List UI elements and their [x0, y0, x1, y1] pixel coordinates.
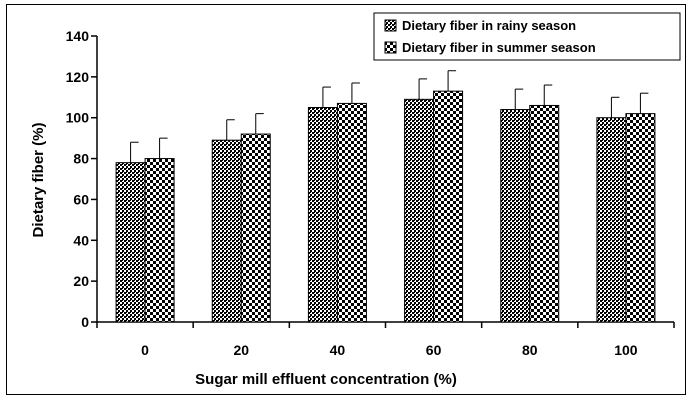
x-axis-title: Sugar mill effluent concentration (%): [195, 371, 457, 388]
y-tick-label: 140: [66, 28, 90, 44]
x-tick-label: 0: [141, 342, 149, 358]
legend: Dietary fiber in rainy season Dietary fi…: [373, 12, 681, 61]
bar-rainy: [596, 117, 627, 323]
x-axis-ticks: 0 20 40 60 80 100: [96, 322, 675, 358]
bar-summer: [144, 158, 175, 323]
x-tick-label: 100: [614, 342, 638, 358]
y-axis-ticks: 0 20 40 60 80 100 120 140: [66, 28, 97, 330]
bar-rainy: [307, 107, 338, 323]
legend-label-rainy: Dietary fiber in rainy season: [402, 18, 576, 33]
y-tick-label: 60: [73, 191, 89, 207]
y-axis-title: Dietary fiber (%): [30, 122, 47, 237]
plot-area: [96, 36, 674, 323]
y-tick-label: 80: [73, 151, 89, 167]
y-tick-label: 0: [81, 314, 89, 330]
bar-summer: [625, 113, 656, 323]
legend-swatch-rainy: [384, 19, 397, 32]
y-tick-label: 20: [73, 273, 89, 289]
y-tick-label: 100: [66, 110, 90, 126]
bar-rainy: [211, 139, 242, 323]
y-tick-label: 40: [73, 232, 89, 248]
bar-summer: [336, 102, 367, 323]
x-tick-label: 60: [426, 342, 442, 358]
bar-rainy: [115, 162, 146, 323]
bar-summer: [433, 90, 464, 323]
legend-swatch-summer: [384, 41, 397, 54]
legend-label-summer: Dietary fiber in summer season: [402, 40, 596, 55]
bar-summer: [240, 133, 271, 323]
x-tick-label: 40: [330, 342, 346, 358]
legend-box: [373, 12, 681, 61]
bar-rainy: [500, 109, 531, 323]
bar-series: [115, 70, 656, 323]
bar-rainy: [404, 98, 435, 323]
x-tick-label: 80: [522, 342, 538, 358]
bar-summer: [529, 104, 560, 323]
y-tick-label: 120: [66, 69, 90, 85]
x-tick-label: 20: [233, 342, 249, 358]
